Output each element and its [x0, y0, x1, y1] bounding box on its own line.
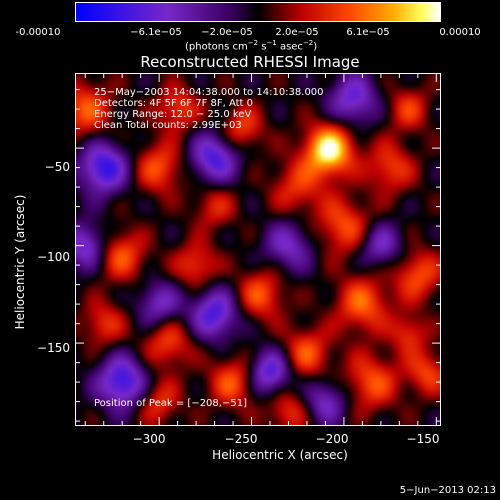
y-axis-label: Heliocentric Y (arcsec): [13, 194, 27, 330]
y-tick-label: −50: [44, 160, 70, 174]
x-tick-label: −150: [406, 432, 440, 446]
x-tick-label: −300: [132, 432, 166, 446]
annotation-detectors: Detectors: 4F 5F 6F 7F 8F, Att 0: [94, 98, 254, 109]
y-tick-label: −150: [37, 341, 70, 355]
colorbar: [75, 2, 441, 22]
colorbar-tick-label: −2.0e−05: [201, 27, 253, 38]
colorbar-tick-label: −6.1e−05: [130, 27, 182, 38]
plot-area: 25−May−2003 14:04:38.000 to 14:10:38.000…: [75, 73, 441, 426]
x-tick-label: −200: [315, 432, 349, 446]
annotation-peak-position: Position of Peak = [−208,−51]: [94, 398, 247, 409]
annotation-energy-range: Energy Range: 12.0 − 25.0 keV: [94, 109, 252, 120]
colorbar-unit-label: (photons cm−2 s−1 asec−2): [185, 39, 318, 53]
heatmap-image: [76, 74, 440, 425]
chart-title: Reconstructed RHESSI Image: [140, 53, 360, 71]
colorbar-tick-label: -0.00010: [15, 27, 61, 38]
x-tick-label: −250: [224, 432, 258, 446]
annotation-time-range: 25−May−2003 14:04:38.000 to 14:10:38.000: [94, 87, 324, 98]
x-axis-label: Heliocentric X (arcsec): [212, 448, 348, 462]
annotation-total-counts: Clean Total counts: 2.99E+03: [94, 120, 242, 131]
colorbar-tick-label: 0.00010: [439, 27, 481, 38]
timestamp: 5−Jun−2013 02:13: [399, 485, 496, 496]
y-tick-label: −100: [37, 250, 70, 264]
colorbar-tick-label: 2.0e−05: [275, 27, 319, 38]
colorbar-tick-label: 6.1e−05: [346, 27, 390, 38]
colorbar-gradient: [76, 3, 440, 21]
